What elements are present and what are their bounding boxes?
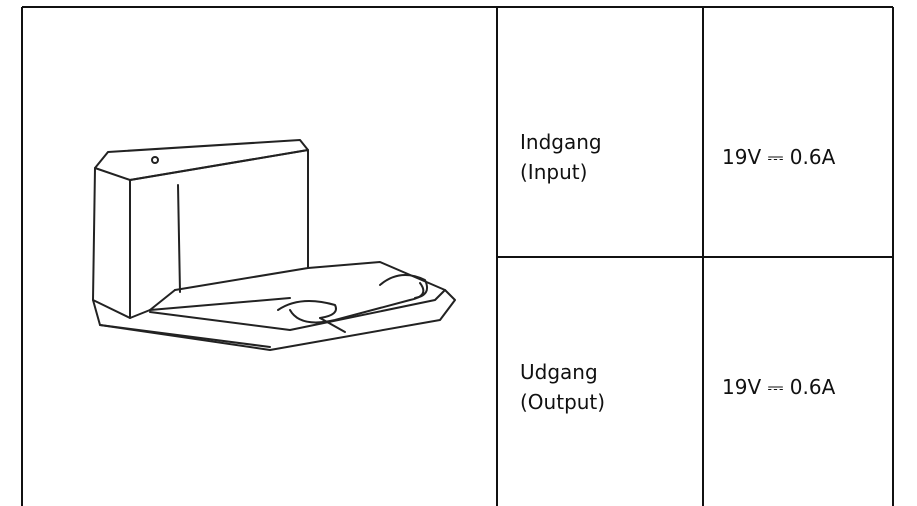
- row-value: 19V ⎓ 0.6A: [722, 145, 836, 169]
- label-line: (Input): [520, 160, 588, 184]
- charging-dock-illustration: [92, 139, 456, 351]
- row-label: Indgang (Input): [520, 127, 602, 187]
- label-line: Indgang: [520, 130, 602, 154]
- row-label: Udgang (Output): [520, 357, 605, 417]
- label-line: Udgang: [520, 360, 598, 384]
- label-line: (Output): [520, 390, 606, 414]
- row-value: 19V ⎓ 0.6A: [722, 375, 836, 399]
